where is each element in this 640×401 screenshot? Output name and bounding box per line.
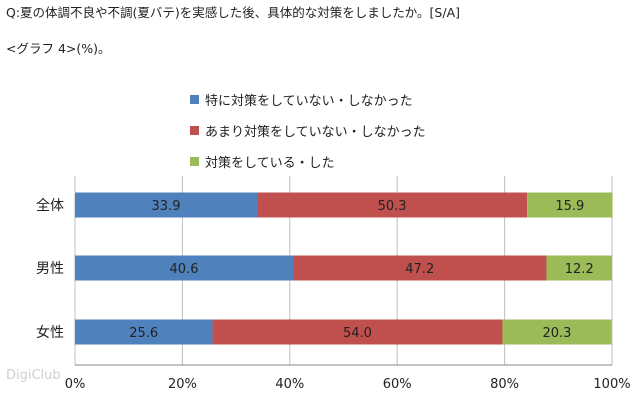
legend-item-series-3: 対策をしている・した xyxy=(190,146,426,177)
bar-男性-series-3 xyxy=(546,255,612,281)
bar-女性-series-1 xyxy=(75,319,213,345)
x-tick-label-5: 100% xyxy=(593,377,630,392)
data-label-全体-series-3: 15.9 xyxy=(555,199,584,214)
x-tick-label-2: 40% xyxy=(275,377,304,392)
x-tick-label-4: 80% xyxy=(490,377,519,392)
x-tick-label-1: 20% xyxy=(168,377,197,392)
graph-label: <グラフ 4>(%)。 xyxy=(6,41,111,56)
watermark-text: DigiClub xyxy=(6,368,61,383)
category-label-2: 女性 xyxy=(36,324,64,341)
legend-swatch-series-1 xyxy=(190,95,199,104)
legend-label-series-3: 対策をしている・した xyxy=(205,156,335,171)
x-tick-label-3: 60% xyxy=(383,377,412,392)
data-label-女性-series-2: 54.0 xyxy=(343,326,372,341)
legend-item-series-1: 特に対策をしていない・しなかった xyxy=(190,84,426,115)
data-label-女性-series-1: 25.6 xyxy=(129,326,158,341)
bar-男性-series-2 xyxy=(293,255,547,281)
legend-swatch-series-3 xyxy=(190,157,199,166)
bar-全体-series-1 xyxy=(75,192,258,218)
x-tick-label-0: 0% xyxy=(65,377,86,392)
data-label-男性-series-1: 40.6 xyxy=(170,262,199,277)
bar-全体-series-2 xyxy=(257,192,528,218)
question-text: Q:夏の体調不良や不調(夏バテ)を実感した後、具体的な対策をしましたか。[S/A… xyxy=(6,5,461,20)
data-label-女性-series-3: 20.3 xyxy=(542,326,571,341)
bar-女性-series-3 xyxy=(502,319,612,345)
data-label-全体-series-2: 50.3 xyxy=(378,199,407,214)
bar-全体-series-3 xyxy=(527,192,613,218)
legend-swatch-series-2 xyxy=(190,126,199,135)
legend-label-series-1: 特に対策をしていない・しなかった xyxy=(205,94,413,109)
data-label-男性-series-3: 12.2 xyxy=(565,262,594,277)
legend-label-series-2: あまり対策をしていない・しなかった xyxy=(205,125,426,140)
data-label-男性-series-2: 47.2 xyxy=(405,262,434,277)
bar-女性-series-2 xyxy=(212,319,503,345)
chart-legend: 特に対策をしていない・しなかった あまり対策をしていない・しなかった 対策をして… xyxy=(190,84,426,177)
bar-男性-series-1 xyxy=(75,255,294,281)
data-label-全体-series-1: 33.9 xyxy=(152,199,181,214)
category-label-1: 男性 xyxy=(36,261,64,277)
category-label-0: 全体 xyxy=(36,197,64,214)
legend-item-series-2: あまり対策をしていない・しなかった xyxy=(190,115,426,146)
